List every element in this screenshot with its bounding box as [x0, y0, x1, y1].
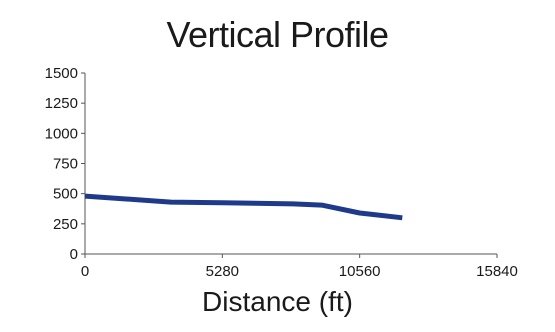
- chart-title: Vertical Profile: [166, 14, 389, 55]
- series-line-0: [84, 193, 403, 221]
- x-tick-label: 10560: [339, 263, 381, 280]
- axes-group: [84, 73, 497, 255]
- x-tick-label: 0: [81, 263, 89, 280]
- y-tick-label: 1500: [45, 65, 78, 82]
- y-tick-label: 750: [53, 156, 78, 173]
- y-ticks-group: 0 250 500 750 1000 1250 1500: [45, 65, 85, 263]
- x-tick-label: 5280: [206, 263, 239, 280]
- x-tick-label: 15840: [476, 263, 518, 280]
- series-group: [84, 193, 403, 221]
- x-axis-label: Distance (ft): [202, 286, 353, 317]
- y-tick-label: 250: [53, 216, 78, 233]
- y-tick-label: 500: [53, 186, 78, 203]
- y-tick-label: 1250: [45, 95, 78, 112]
- y-tick-label: 0: [70, 246, 78, 263]
- y-tick-label: 1000: [45, 125, 78, 142]
- x-ticks-group: 0 5280 10560 15840: [81, 254, 518, 280]
